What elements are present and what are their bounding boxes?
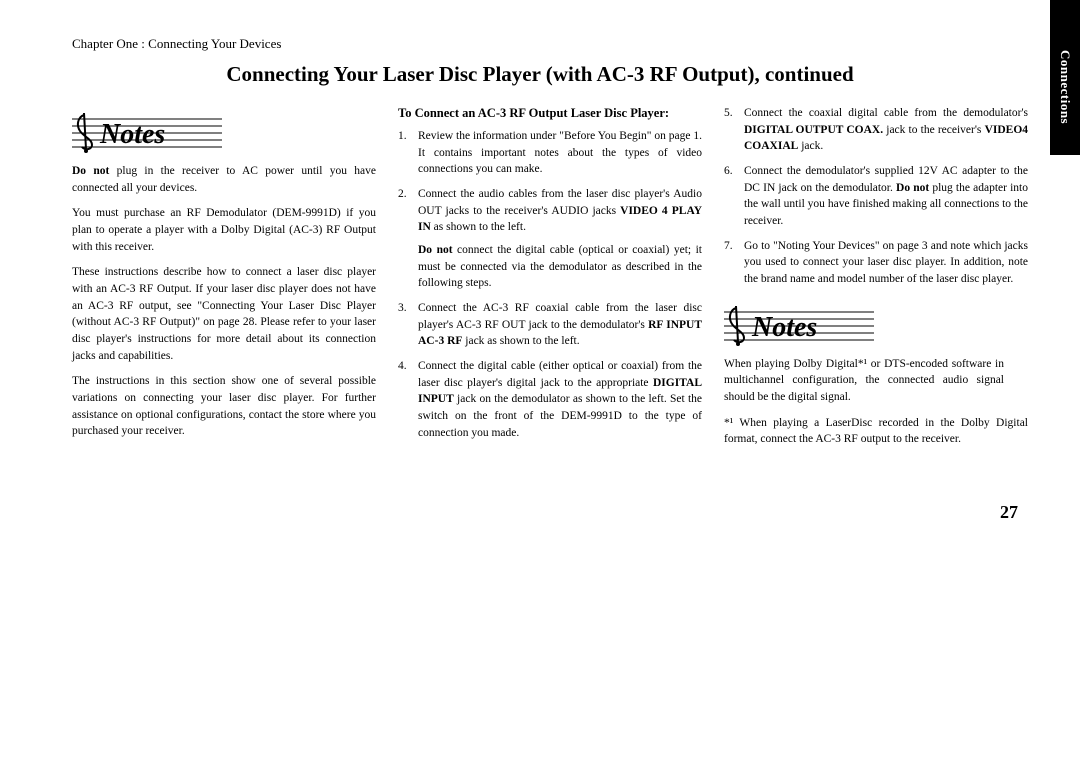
notes-graphic: Notes [72,109,376,153]
page-title: Connecting Your Laser Disc Player (with … [52,62,1028,87]
notes-graphic: Notes [724,302,1028,346]
sub-heading: To Connect an AC-3 RF Output Laser Disc … [398,105,702,122]
page-number: 27 [1000,499,1018,525]
step-item: Connect the audio cables from the laser … [398,186,702,292]
paragraph: These instructions describe how to conne… [72,264,376,364]
paragraph: The instructions in this section show on… [72,373,376,440]
step-item: Review the information under "Before You… [398,128,702,178]
note-paragraph: When playing Dolby Digital*¹ or DTS-enco… [724,356,1028,406]
column-layout: Notes Do not plug in the receiver to AC … [72,105,1028,457]
steps-list: Review the information under "Before You… [398,128,702,441]
column-1: Notes Do not plug in the receiver to AC … [72,105,376,457]
step-item: Connect the demodulator's supplied 12V A… [724,163,1028,230]
step-item: Connect the digital cable (either optica… [398,358,702,441]
column-2: To Connect an AC-3 RF Output Laser Disc … [398,105,702,457]
paragraph: Do not plug in the receiver to AC power … [72,163,376,196]
svg-text:Notes: Notes [99,119,165,150]
chapter-line: Chapter One : Connecting Your Devices [72,36,1028,52]
paragraph: You must purchase an RF Demodulator (DEM… [72,205,376,255]
step-item: Connect the coaxial digital cable from t… [724,105,1028,155]
note-paragraph: *¹ When playing a LaserDisc recorded in … [724,415,1028,448]
step-item: Go to "Noting Your Devices" on page 3 an… [724,238,1028,288]
step-item: Connect the AC-3 RF coaxial cable from t… [398,300,702,350]
svg-text:Notes: Notes [751,312,817,343]
page-content: Chapter One : Connecting Your Devices Co… [0,0,1080,497]
steps-list-cont: Connect the coaxial digital cable from t… [724,105,1028,288]
column-3: Connect the coaxial digital cable from t… [724,105,1028,457]
